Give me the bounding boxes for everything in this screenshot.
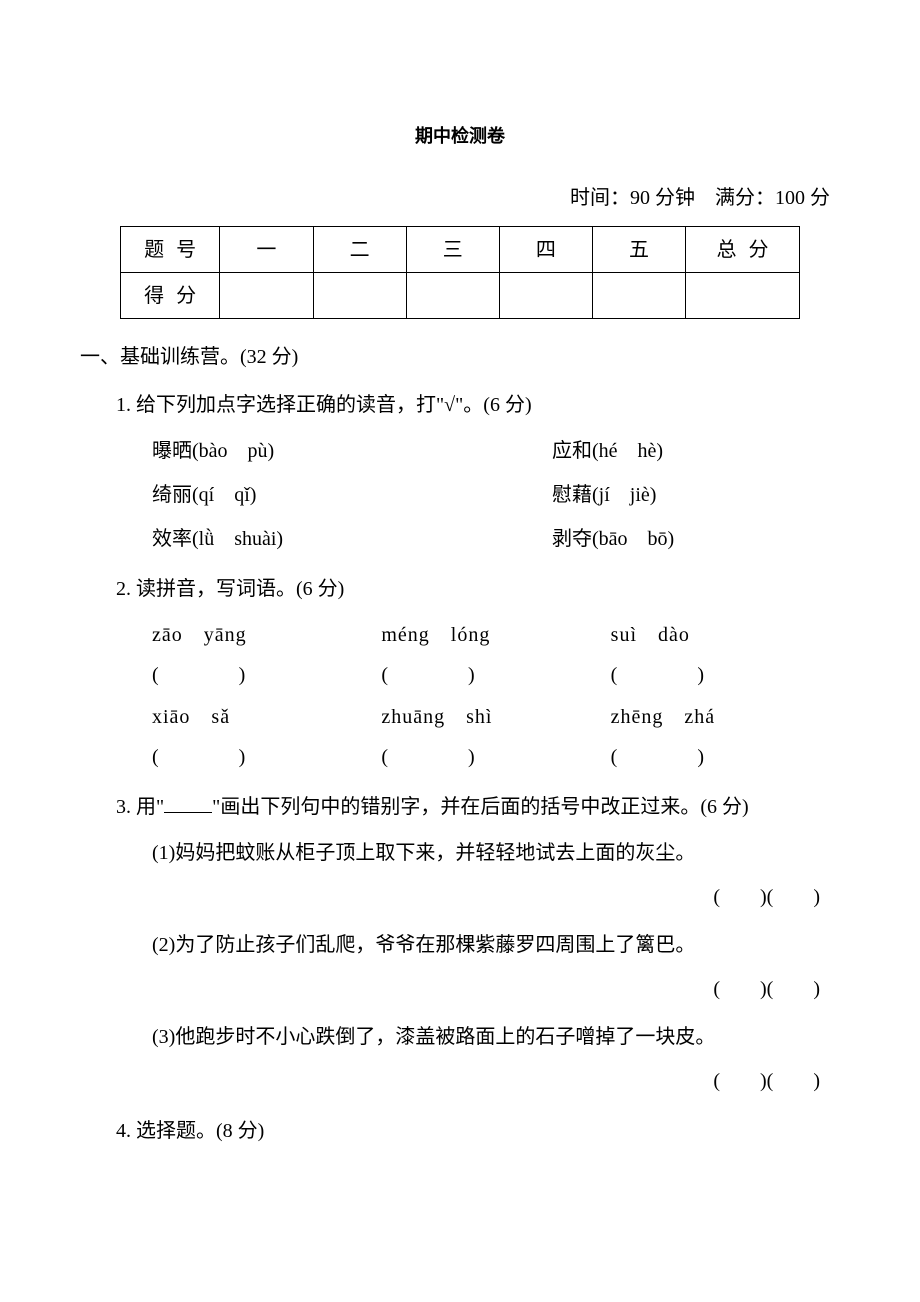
- pinyin-cell: zhēng zhá: [611, 699, 840, 735]
- question-4: 4. 选择题。(8 分): [116, 1113, 840, 1149]
- answer-paren: ( )( ): [116, 1063, 840, 1099]
- sub-question: (2)为了防止孩子们乱爬，爷爷在那棵紫藤罗四周围上了篱巴。: [152, 927, 840, 963]
- pinyin-cell: zāo yāng: [152, 617, 381, 653]
- blank-cell: ( ): [152, 739, 381, 775]
- option-left: 效率(lǜ shuài): [152, 521, 552, 557]
- question-head: 3. 用" "画出下列句中的错别字，并在后面的括号中改正过来。(6 分): [116, 789, 840, 825]
- pinyin-cell: suì dào: [611, 617, 840, 653]
- option-left: 绮丽(qí qǐ): [152, 477, 552, 513]
- blank-cell: ( ): [381, 739, 610, 775]
- question-head: 2. 读拼音，写词语。(6 分): [116, 571, 840, 607]
- doc-meta: 时间：90 分钟 满分：100 分: [80, 180, 840, 216]
- option-right: 慰藉(jí jiè): [552, 477, 840, 513]
- score-cell: [686, 273, 800, 319]
- question-head: 1. 给下列加点字选择正确的读音，打"√"。(6 分): [116, 387, 840, 423]
- underline-blank: [164, 793, 212, 813]
- blank-cell: ( ): [381, 657, 610, 693]
- answer-paren: ( )( ): [116, 971, 840, 1007]
- sub-question: (3)他跑步时不小心跌倒了，漆盖被路面上的石子噌掉了一块皮。: [152, 1019, 840, 1055]
- option-right: 剥夺(bāo bō): [552, 521, 840, 557]
- question-1: 1. 给下列加点字选择正确的读音，打"√"。(6 分) 曝晒(bào pù) 应…: [116, 387, 840, 557]
- col-header: 四: [499, 227, 592, 273]
- pinyin-row: xiāo sǎ zhuāng shì zhēng zhá: [152, 699, 840, 735]
- score-cell: [406, 273, 499, 319]
- option-row: 曝晒(bào pù) 应和(hé hè): [152, 433, 840, 469]
- table-row: 题号 一 二 三 四 五 总分: [121, 227, 800, 273]
- row-label: 题号: [121, 227, 220, 273]
- col-header: 二: [313, 227, 406, 273]
- doc-title: 期中检测卷: [80, 120, 840, 152]
- col-total: 总分: [686, 227, 800, 273]
- blank-row: ( ) ( ) ( ): [152, 657, 840, 693]
- q3-head-pre: 3. 用": [116, 796, 164, 818]
- question-head: 4. 选择题。(8 分): [116, 1113, 840, 1149]
- pinyin-cell: xiāo sǎ: [152, 699, 381, 735]
- option-row: 绮丽(qí qǐ) 慰藉(jí jiè): [152, 477, 840, 513]
- col-header: 五: [592, 227, 685, 273]
- answer-paren: ( )( ): [116, 879, 840, 915]
- blank-cell: ( ): [611, 739, 840, 775]
- col-header: 一: [220, 227, 313, 273]
- blank-cell: ( ): [152, 657, 381, 693]
- score-cell: [313, 273, 406, 319]
- pinyin-row: zāo yāng méng lóng suì dào: [152, 617, 840, 653]
- score-cell: [499, 273, 592, 319]
- question-2: 2. 读拼音，写词语。(6 分) zāo yāng méng lóng suì …: [116, 571, 840, 775]
- blank-row: ( ) ( ) ( ): [152, 739, 840, 775]
- sub-question: (1)妈妈把蚊账从柜子顶上取下来，并轻轻地试去上面的灰尘。: [152, 835, 840, 871]
- score-table: 题号 一 二 三 四 五 总分 得分: [120, 226, 800, 319]
- pinyin-cell: zhuāng shì: [381, 699, 610, 735]
- option-row: 效率(lǜ shuài) 剥夺(bāo bō): [152, 521, 840, 557]
- row-label: 得分: [121, 273, 220, 319]
- table-row: 得分: [121, 273, 800, 319]
- col-header: 三: [406, 227, 499, 273]
- option-left: 曝晒(bào pù): [152, 433, 552, 469]
- blank-cell: ( ): [611, 657, 840, 693]
- pinyin-cell: méng lóng: [381, 617, 610, 653]
- section-heading: 一、基础训练营。(32 分): [80, 339, 840, 375]
- question-3: 3. 用" "画出下列句中的错别字，并在后面的括号中改正过来。(6 分) (1)妈…: [116, 789, 840, 1099]
- option-right: 应和(hé hè): [552, 433, 840, 469]
- q3-head-post: "画出下列句中的错别字，并在后面的括号中改正过来。(6 分): [212, 796, 748, 818]
- score-cell: [220, 273, 313, 319]
- score-cell: [592, 273, 685, 319]
